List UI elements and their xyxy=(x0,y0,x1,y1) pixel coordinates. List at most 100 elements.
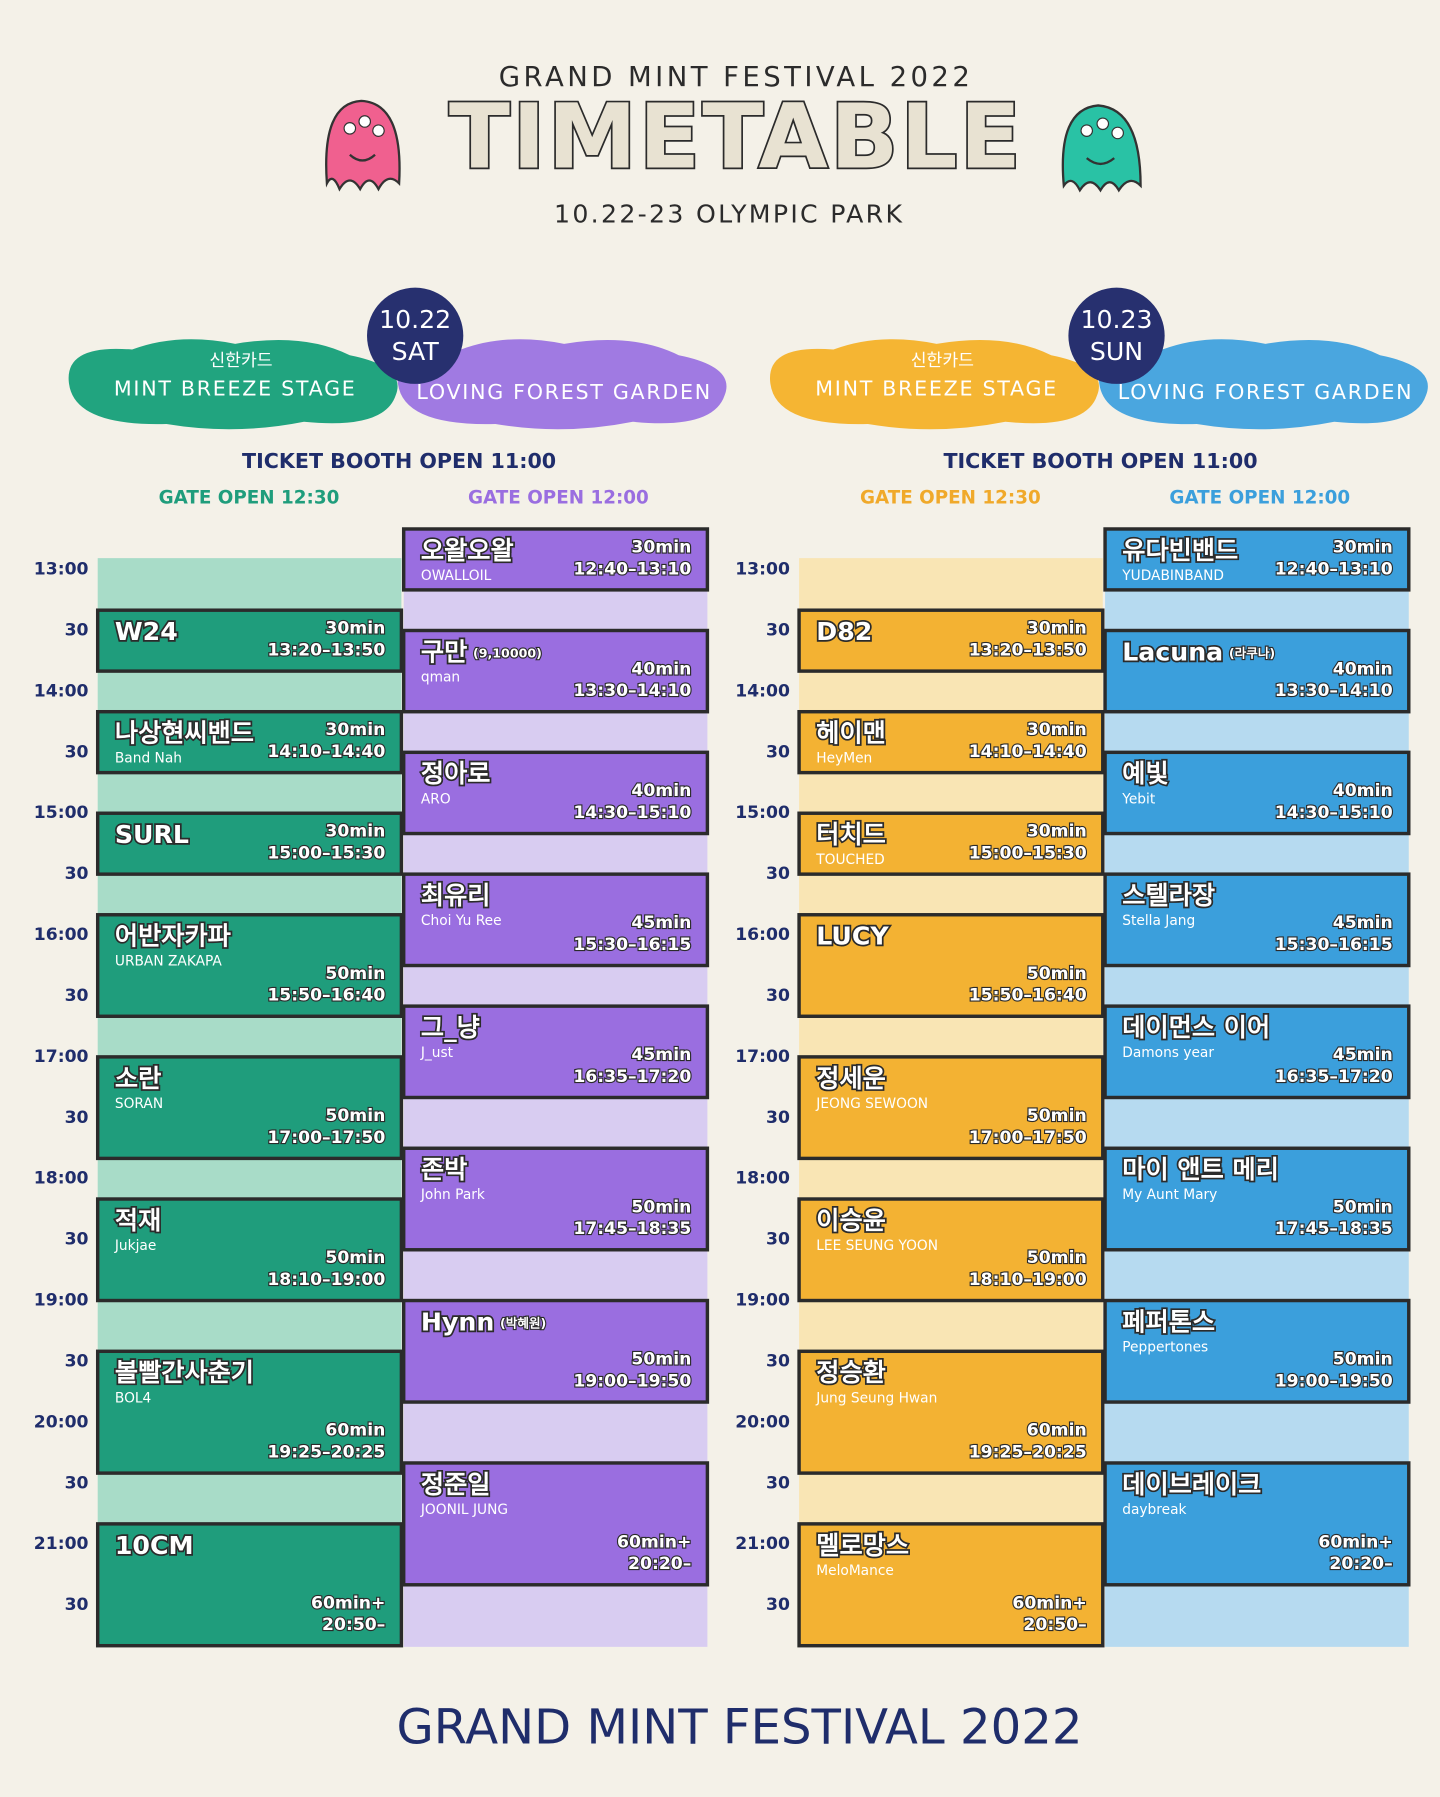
act-block xyxy=(401,1298,710,1404)
act-time: 13:30–14:10 xyxy=(573,681,691,701)
day: 신한카드 MINT BREEZE STAGE GATE OPEN 12:30 LOVI… xyxy=(34,287,727,1648)
act-duration: 50min xyxy=(631,1350,691,1370)
act-block xyxy=(401,1004,710,1100)
weekday: SUN xyxy=(1090,337,1143,366)
act-time: 15:50–16:40 xyxy=(267,986,385,1006)
act-duration: 30min xyxy=(1333,537,1393,557)
act-title: Hynn (박혜원) xyxy=(421,1307,546,1336)
act-duration: 50min xyxy=(325,964,385,984)
act-block xyxy=(797,1522,1105,1648)
act-duration: 50min xyxy=(325,1106,385,1126)
act-sub: JOONIL JUNG xyxy=(420,1502,508,1518)
act-block xyxy=(1103,750,1411,836)
act-sub: qman xyxy=(421,669,460,685)
act-name: 구만 xyxy=(421,637,467,666)
time-label: 30 xyxy=(766,1595,790,1615)
act-name: 정아로 xyxy=(421,759,491,788)
date-badge xyxy=(367,287,464,384)
act-duration: 30min xyxy=(1027,822,1087,842)
act-note: (라쿠나) xyxy=(1229,645,1275,660)
act-title: 적재 xyxy=(115,1206,161,1235)
day: 신한카드 MINT BREEZE STAGE GATE OPEN 12:30 LOVI… xyxy=(735,287,1428,1648)
stage-name: LOVING FOREST GARDEN xyxy=(416,380,711,404)
act-name: SURL xyxy=(115,820,189,849)
act-name: Hynn xyxy=(421,1307,494,1336)
act-duration: 40min xyxy=(1333,659,1393,679)
time-label: 13:00 xyxy=(735,560,790,580)
time-label: 30 xyxy=(766,742,790,762)
act-duration: 45min xyxy=(1333,1045,1393,1065)
act-block xyxy=(1103,1004,1411,1100)
act-time: 17:45–18:35 xyxy=(1275,1219,1393,1239)
act-duration: 40min xyxy=(631,781,691,801)
stage-cloud xyxy=(397,339,727,430)
time-label: 30 xyxy=(766,986,790,1006)
act-title: Lacuna (라쿠나) xyxy=(1122,637,1275,666)
act-sub: MeloMance xyxy=(816,1563,894,1579)
act-time: 12:40–13:10 xyxy=(1275,559,1393,579)
act-name: 나상현씨밴드 xyxy=(115,719,254,748)
act-time: 20:20– xyxy=(628,1554,691,1574)
act-time: 20:50– xyxy=(1023,1615,1086,1635)
act-name: Lacuna xyxy=(1122,637,1223,666)
act-title: 유다빈밴드 xyxy=(1122,536,1238,565)
time-label: 30 xyxy=(65,986,89,1006)
stage-name: MINT BREEZE STAGE xyxy=(114,377,357,401)
time-label: 30 xyxy=(65,620,89,640)
gate-open: GATE OPEN 12:00 xyxy=(1169,488,1350,509)
act-title: 10CM xyxy=(115,1531,194,1560)
act-block xyxy=(797,1349,1105,1475)
act-duration: 50min xyxy=(1333,1197,1393,1217)
act-name: 정준일 xyxy=(421,1470,491,1499)
act-duration: 30min xyxy=(1027,720,1087,740)
time-label: 14:00 xyxy=(735,681,790,701)
act-time: 19:00–19:50 xyxy=(1275,1371,1393,1391)
act-sub: SORAN xyxy=(115,1096,163,1112)
act-time: 14:30–15:10 xyxy=(1275,803,1393,823)
act-duration: 30min xyxy=(1027,619,1087,639)
stage-sponsor: 신한카드 xyxy=(209,351,272,371)
date: 10.22 xyxy=(379,305,451,334)
act-title: 데이브레이크 xyxy=(1122,1470,1261,1499)
act-title: 어반자카파 xyxy=(115,922,231,951)
act-duration: 45min xyxy=(631,913,691,933)
act-sub: HeyMen xyxy=(816,751,872,767)
time-label: 30 xyxy=(766,1473,790,1493)
stage-sponsor: 신한카드 xyxy=(911,351,974,371)
act-sub: TOUCHED xyxy=(815,852,885,868)
act-title: 정준일 xyxy=(421,1470,491,1499)
act-sub: Peppertones xyxy=(1122,1340,1208,1356)
act-title: 구만 (9,10000) xyxy=(421,637,542,666)
act-title: 헤이맨 xyxy=(816,719,886,748)
act-time: 15:00–15:30 xyxy=(969,844,1087,864)
act-name: 어반자카파 xyxy=(115,922,231,951)
act-name: 적재 xyxy=(115,1206,161,1235)
act-block xyxy=(95,913,404,1018)
time-label: 15:00 xyxy=(34,803,89,823)
act-block xyxy=(1103,1298,1411,1404)
act-block xyxy=(401,1146,710,1252)
act-time: 20:50– xyxy=(322,1615,385,1635)
act: 10CM 60min+20:50– xyxy=(95,1522,404,1648)
act-block xyxy=(797,608,1105,673)
act-time: 16:35–17:20 xyxy=(1275,1067,1393,1087)
act-title: SURL xyxy=(115,820,189,849)
act-sub: LEE SEUNG YOON xyxy=(816,1238,938,1254)
time-label: 20:00 xyxy=(34,1412,89,1432)
act-name: 유다빈밴드 xyxy=(1122,536,1238,565)
time-label: 14:00 xyxy=(34,681,89,701)
act-title: 데이먼스 이어 xyxy=(1122,1013,1270,1042)
act-time: 19:00–19:50 xyxy=(573,1371,691,1391)
act-name: 존박 xyxy=(421,1155,467,1184)
